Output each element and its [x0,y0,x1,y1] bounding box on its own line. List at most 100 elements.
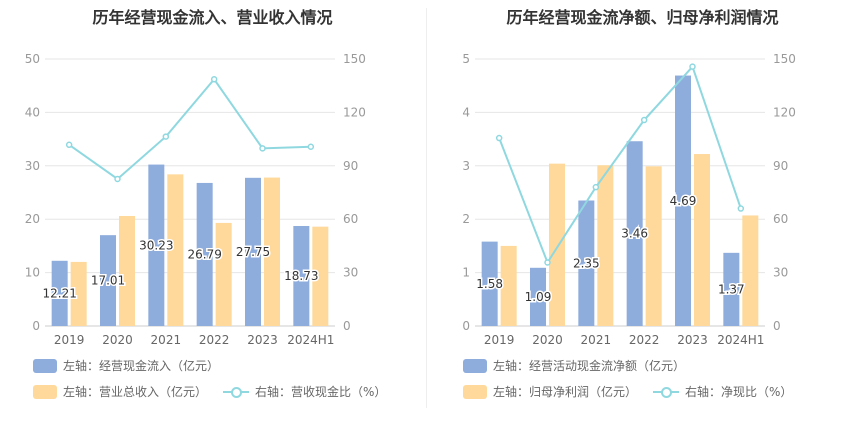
legend-label: 左轴：经营活动现金流净额（亿元） [493,359,686,373]
legend-row-2: 左轴：归母净利润（亿元） 右轴：净现比（%） [463,383,792,400]
legend-label[interactable]: 左轴：营业总收入（亿元） [63,385,208,399]
x-tick-label: 2024H1 [717,333,764,347]
line-point [162,133,170,140]
bar-secondary [215,222,232,326]
y-right-tick-label: 150 [773,52,796,66]
bar-secondary [549,163,565,326]
bar-secondary [167,174,184,326]
legend-swatch-orange[interactable] [33,384,57,399]
y-right-tick-label: 120 [773,105,796,119]
y-left-tick-label: 5 [462,52,470,66]
x-tick-label: 2021 [151,333,182,347]
x-tick-label: 2021 [581,333,612,347]
y-right-tick-label: 60 [773,212,788,226]
y-right-tick-label: 150 [343,52,366,66]
y-left-tick-label: 1 [462,266,470,280]
bar-primary [578,200,595,326]
y-right-tick-label: 0 [343,319,351,333]
line-point [307,143,315,151]
legend-item-net-cash[interactable]: 左轴：经营活动现金流净额（亿元） [463,357,685,374]
bar-secondary [70,261,87,326]
bar-data-label: 27.75 [236,245,270,259]
x-tick-label: 2019 [484,333,515,347]
series-line [498,64,742,265]
legend-label[interactable]: 右轴：营收现金比（%） [255,385,387,399]
y-left-tick-label: 3 [462,159,470,173]
y-left-tick-label: 40 [25,105,40,119]
chart-title: 历年经营现金流净额、归母净利润情况 [506,8,779,27]
legend-line-marker[interactable] [653,385,680,399]
bar-primary [530,267,546,326]
x-tick-label: 2022 [629,333,660,347]
bar-data-label: 26.79 [187,247,221,261]
bar-data-label: 17.01 [91,274,125,288]
legend-label[interactable]: 左轴：归母净利润（亿元） [493,385,638,399]
series-line [68,77,311,181]
bar-data-label: 4.69 [670,194,697,208]
bar-primary [196,182,213,326]
bar-secondary [500,245,517,326]
x-tick-label: 2023 [677,333,708,347]
bar-data-label: 12.21 [42,286,76,300]
line-point [65,141,73,149]
line-point [495,134,503,142]
bar-secondary [694,154,710,326]
chart-title: 历年经营现金流入、营业收入情况 [92,8,333,27]
line-point [210,76,218,83]
legend-row-2: 左轴：营业总收入（亿元） 右轴：营收现金比（%） [33,383,386,400]
y-right-tick-label: 30 [773,266,788,280]
legend-label[interactable]: 右轴：净现比（%） [685,385,793,399]
y-right-tick-label: 90 [343,159,358,173]
y-left-tick-label: 4 [462,105,470,119]
bar-secondary [645,166,662,326]
bar-primary [245,177,261,326]
bar-primary [148,164,165,326]
y-right-tick-label: 90 [773,159,788,173]
bar-data-label: 18.73 [284,269,318,283]
bar-data-label: 30.23 [139,238,173,252]
bar-primary [293,225,310,326]
y-left-tick-label: 10 [25,266,40,280]
y-right-tick-label: 30 [343,266,358,280]
x-tick-label: 2023 [247,333,278,347]
bar-data-label: 3.46 [621,227,648,241]
panel-divider [426,8,427,408]
x-tick-label: 2020 [102,333,133,347]
bar-secondary [119,215,135,326]
line-point [544,259,551,266]
line-point [114,175,121,183]
y-left-tick-label: 2 [462,212,470,226]
bar-data-label: 1.58 [476,277,503,291]
left-chart-panel: 历年经营现金流入、营业收入情况 0 10 20 30 40 50 0 30 60 90 120 150… [25,8,387,400]
bar-primary [675,75,691,326]
y-right-tick-label: 60 [343,212,358,226]
x-tick-label: 2024H1 [287,333,334,347]
bar-primary [51,260,68,326]
y-right-tick-label: 120 [343,105,366,119]
bar-primary [481,241,498,326]
y-left-tick-label: 20 [25,212,40,226]
line-point [640,116,648,124]
line-point [592,183,600,191]
x-tick-label: 2019 [54,333,85,347]
line-point [259,145,266,152]
x-tick-label: 2020 [532,333,563,347]
bar-data-label: 2.35 [573,256,600,270]
legend-swatch-blue [33,358,57,373]
legend-line-marker[interactable] [223,385,250,399]
bar-secondary [312,226,329,326]
y-right-tick-label: 0 [773,319,781,333]
legend-item-cash-inflow[interactable]: 左轴：经营现金流入（亿元） [33,357,219,374]
bar-primary [626,141,643,326]
line-point [737,205,745,212]
right-chart-panel: 历年经营现金流净额、归母净利润情况 0 1 2 3 4 5 0 30 60 90 120 150 201… [430,0,850,437]
legend-swatch-orange[interactable] [463,384,487,399]
y-left-tick-label: 50 [25,52,40,66]
bar-primary [100,235,116,326]
bar-data-label: 1.09 [525,290,552,304]
bar-secondary [264,177,280,326]
y-left-tick-label: 30 [25,159,40,173]
legend-label: 左轴：经营现金流入（亿元） [63,359,220,373]
right-chart-plot: 0 1 2 3 4 5 0 30 60 90 120 150 2019 2020 2021 2022 2023 2… [462,52,796,347]
bar-secondary [742,215,759,326]
